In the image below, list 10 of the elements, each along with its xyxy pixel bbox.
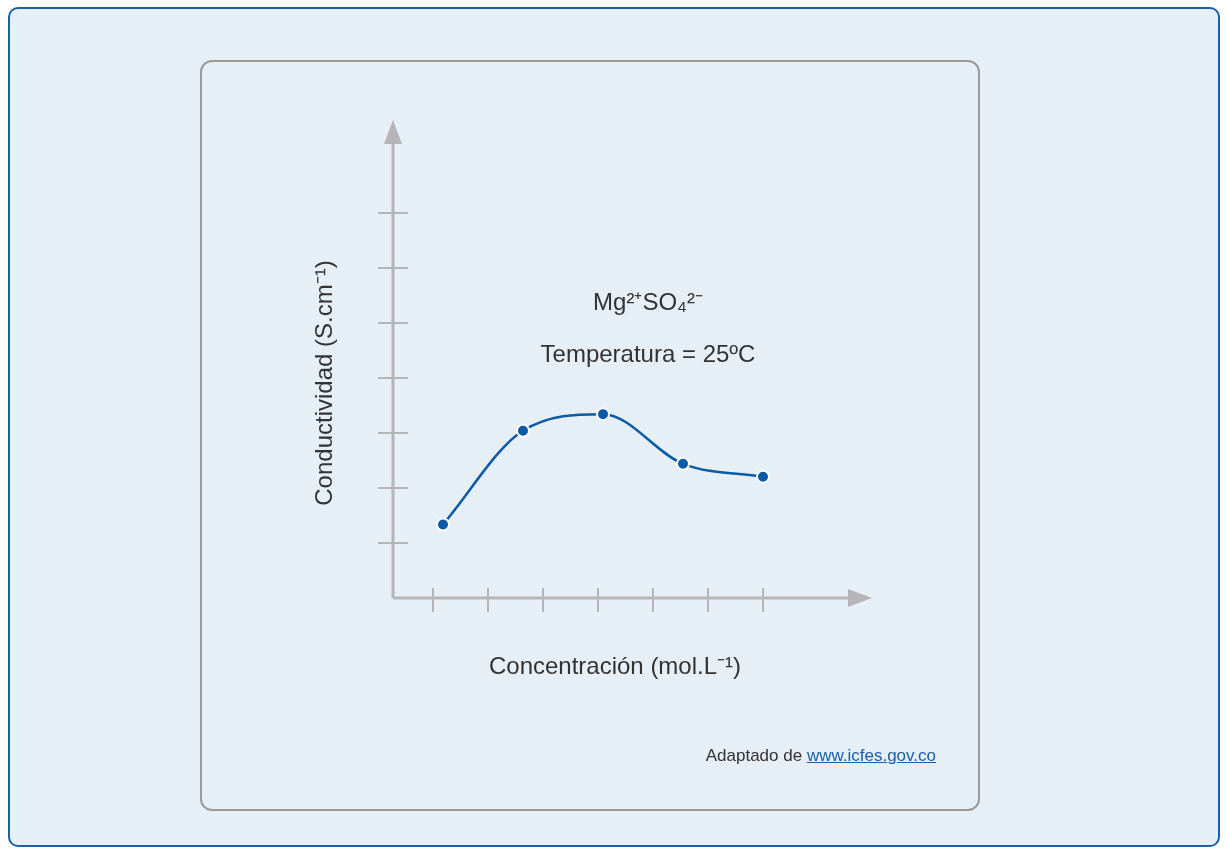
text: Temperatura = 25ºC [540,340,756,368]
point [596,407,610,422]
text: Adaptado de www.icfes.gov.co [705,746,936,766]
point [756,469,770,484]
point [676,456,690,471]
y-axis-title: Conductividad (S.cm⁻¹) [308,260,338,506]
point [436,517,450,532]
text: Mg²⁺SO₄²⁻ [593,287,703,317]
x-axis-title: Concentración (mol.L⁻¹) [488,651,742,681]
point [516,423,530,438]
